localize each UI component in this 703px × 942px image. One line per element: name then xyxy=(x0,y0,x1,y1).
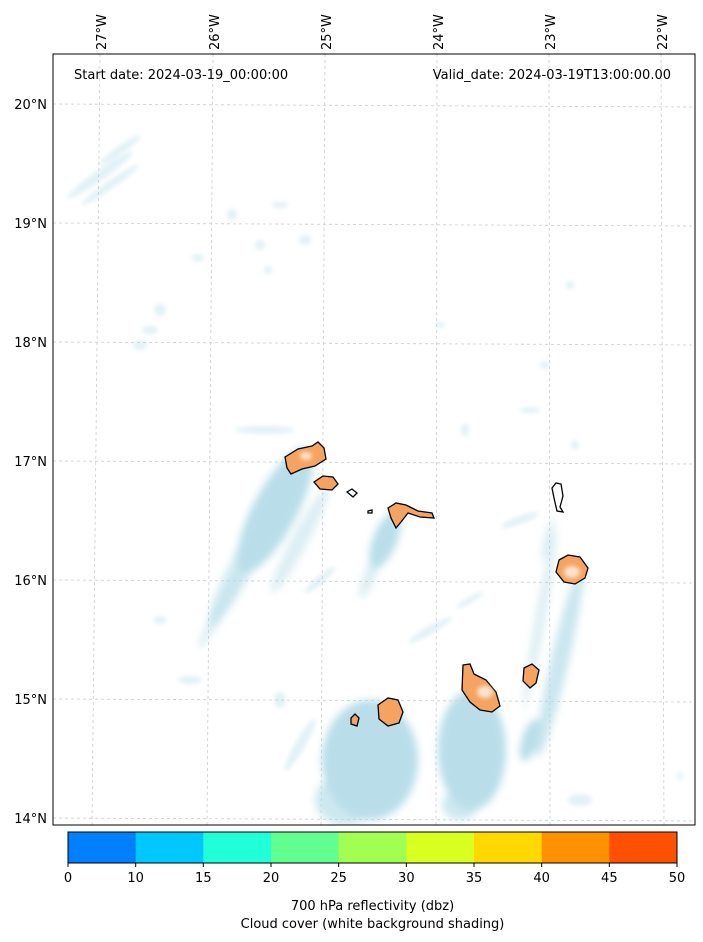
colorbar-tick-label: 45 xyxy=(601,871,618,886)
lon-label: 23°W xyxy=(544,14,559,50)
gridlines xyxy=(53,54,695,825)
colorbar-tick-label: 35 xyxy=(466,871,483,886)
island-fogo xyxy=(377,697,404,727)
island-sal xyxy=(551,482,565,513)
lat-label: 18°N xyxy=(14,336,47,351)
island-maio xyxy=(522,663,540,689)
colorbar-segment xyxy=(541,832,610,863)
lat-label: 19°N xyxy=(14,217,47,232)
lon-label: 26°W xyxy=(208,14,223,50)
cloud-cover-light xyxy=(67,135,683,806)
map-content xyxy=(53,54,695,825)
colorbar-frame xyxy=(67,831,678,864)
cloud-cover-dense xyxy=(198,447,585,825)
colorbar-segment xyxy=(203,832,272,863)
colorbar-segment xyxy=(338,832,407,863)
colorbar-tick-label: 40 xyxy=(533,871,550,886)
colorbar: 0 10 15 20 25 30 35 40 45 50 xyxy=(64,831,686,886)
colorbar-segment xyxy=(474,832,543,863)
colorbar-tick-label: 25 xyxy=(330,871,347,886)
map-frame xyxy=(52,53,696,826)
lon-label: 24°W xyxy=(432,14,447,50)
colorbar-tick-label: 50 xyxy=(669,871,686,886)
island-santa-luzia xyxy=(345,488,358,498)
island-sao-vicente xyxy=(313,475,339,491)
island-brava xyxy=(350,713,360,727)
map-area xyxy=(53,54,695,825)
island-raso xyxy=(367,509,373,514)
colorbar-tick-label: 15 xyxy=(195,871,212,886)
lon-label: 27°W xyxy=(95,14,110,50)
cloud-cover-label: Cloud cover (white background shading) xyxy=(240,917,505,932)
colorbar-tick-label: 20 xyxy=(263,871,280,886)
lon-label: 22°W xyxy=(656,14,671,50)
colorbar-segment xyxy=(135,832,204,863)
lon-label: 25°W xyxy=(320,14,335,50)
lat-label: 17°N xyxy=(14,455,47,470)
island-sao-nicolau xyxy=(387,502,435,530)
lat-label: 14°N xyxy=(14,812,47,827)
island-cloud-highlights xyxy=(300,452,580,698)
colorbar-tick-label: 0 xyxy=(64,871,72,886)
colorbar-tick-label: 10 xyxy=(127,871,144,886)
colorbar-label: 700 hPa reflectivity (dbz) xyxy=(290,899,455,914)
colorbar-segment xyxy=(271,832,340,863)
longitude-labels: 27°W 26°W 25°W 24°W 23°W 22°W xyxy=(95,14,671,50)
valid-date-label: Valid_date: 2024-03-19T13:00:00.00 xyxy=(433,68,671,83)
colorbar-segment xyxy=(609,832,678,863)
lat-label: 20°N xyxy=(14,98,47,113)
latitude-labels: 20°N 19°N 18°N 17°N 16°N 15°N 14°N xyxy=(14,98,47,827)
lat-label: 15°N xyxy=(14,693,47,708)
start-date-label: Start date: 2024-03-19_00:00:00 xyxy=(74,68,288,83)
colorbar-segment xyxy=(68,832,137,863)
colorbar-segment xyxy=(406,832,475,863)
colorbar-tick-label: 30 xyxy=(398,871,415,886)
lat-label: 16°N xyxy=(14,574,47,589)
